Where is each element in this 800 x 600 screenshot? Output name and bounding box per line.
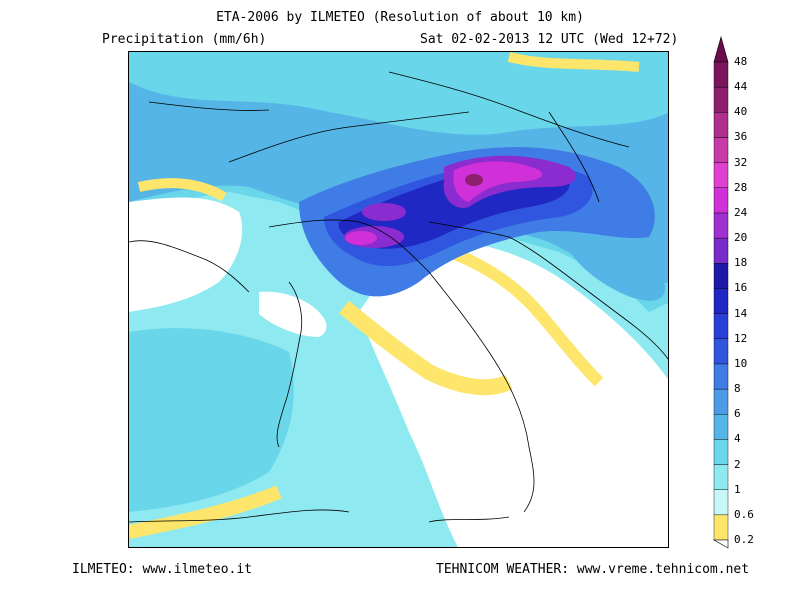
legend-label: 20 bbox=[734, 231, 748, 245]
legend-label: 0.2 bbox=[734, 533, 754, 546]
legend-swatch bbox=[713, 489, 729, 516]
legend-swatch bbox=[713, 439, 729, 465]
legend-swatch bbox=[713, 288, 729, 314]
precip-zone-balkan bbox=[559, 232, 666, 301]
legend-swatch bbox=[713, 514, 729, 541]
legend-label: 44 bbox=[734, 80, 748, 94]
precip-max-magenta-west bbox=[345, 231, 377, 245]
legend-swatch bbox=[713, 414, 729, 440]
legend-label: 16 bbox=[734, 281, 748, 295]
legend-label: 36 bbox=[734, 130, 748, 144]
legend-label: 12 bbox=[734, 331, 748, 345]
legend-top-arrow bbox=[713, 35, 729, 63]
legend-label: 40 bbox=[734, 105, 748, 119]
legend-colorbar bbox=[712, 35, 729, 549]
coastlines bbox=[129, 71, 668, 523]
dry-area-italy-south bbox=[359, 241, 668, 547]
precip-fringe-yellow-france bbox=[137, 178, 227, 202]
legend-swatch bbox=[713, 338, 729, 365]
credit-ilmeteo: ILMETEO: www.ilmeteo.it bbox=[72, 562, 253, 577]
legend-swatch bbox=[713, 313, 729, 339]
legend-swatch bbox=[713, 263, 729, 289]
precipitation-map-svg bbox=[129, 52, 668, 547]
dry-area-france bbox=[129, 197, 243, 312]
legend-swatch bbox=[713, 237, 729, 264]
precip-fringe-yellow-south bbox=[129, 485, 282, 539]
legend-swatch bbox=[713, 61, 729, 88]
legend-swatch bbox=[713, 212, 729, 239]
legend-label: 2 bbox=[734, 457, 741, 471]
legend-label: 14 bbox=[734, 306, 748, 320]
legend-swatch bbox=[713, 86, 729, 113]
precipitation-legend: 0.2 0.6 1 2 4 6 8 10 12 14 16 18 20 24 28 32 36 40 44 48 bbox=[710, 30, 800, 550]
legend-swatch bbox=[713, 112, 729, 138]
legend-label: 4 bbox=[734, 432, 741, 446]
legend-label: 18 bbox=[734, 256, 748, 270]
legend-bottom-arrow bbox=[712, 539, 729, 549]
precip-max-magenta-east bbox=[453, 161, 543, 202]
precipitation-map bbox=[128, 51, 669, 548]
precip-fringe-yellow-north bbox=[507, 52, 640, 72]
precip-max-plum-core bbox=[465, 174, 483, 186]
legend-swatch bbox=[713, 137, 729, 163]
legend-swatch bbox=[713, 162, 729, 188]
legend-label: 24 bbox=[734, 205, 748, 219]
legend-swatch bbox=[713, 363, 729, 390]
precip-fringe-yellow-italy bbox=[339, 300, 513, 396]
forecast-time-label: Sat 02-02-2013 12 UTC (Wed 12+72) bbox=[420, 32, 679, 47]
map-title: ETA-2006 by ILMETEO (Resolution of about… bbox=[216, 10, 584, 25]
credit-tehnicom: TEHNICOM WEATHER: www.vreme.tehnicom.net bbox=[436, 562, 750, 577]
legend-label: 48 bbox=[734, 55, 748, 68]
legend-swatch bbox=[713, 187, 729, 214]
dry-area-sardinia-west bbox=[259, 291, 327, 337]
legend-label: 28 bbox=[734, 180, 748, 194]
precip-zone-west-sea bbox=[129, 328, 294, 512]
legend-swatch bbox=[713, 464, 729, 490]
legend-swatch bbox=[713, 388, 729, 415]
legend-label: 1 bbox=[734, 482, 741, 496]
legend-label: 8 bbox=[734, 382, 741, 396]
legend-label: 32 bbox=[734, 155, 748, 169]
variable-label: Precipitation (mm/6h) bbox=[102, 32, 267, 47]
precip-max-purple-center bbox=[362, 203, 406, 221]
legend-label: 6 bbox=[734, 407, 741, 421]
legend-label: 10 bbox=[734, 356, 748, 370]
legend-label: 0.6 bbox=[734, 507, 754, 521]
